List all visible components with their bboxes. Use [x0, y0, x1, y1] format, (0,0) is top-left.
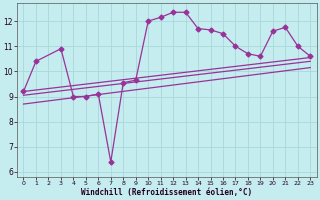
X-axis label: Windchill (Refroidissement éolien,°C): Windchill (Refroidissement éolien,°C)	[81, 188, 252, 197]
